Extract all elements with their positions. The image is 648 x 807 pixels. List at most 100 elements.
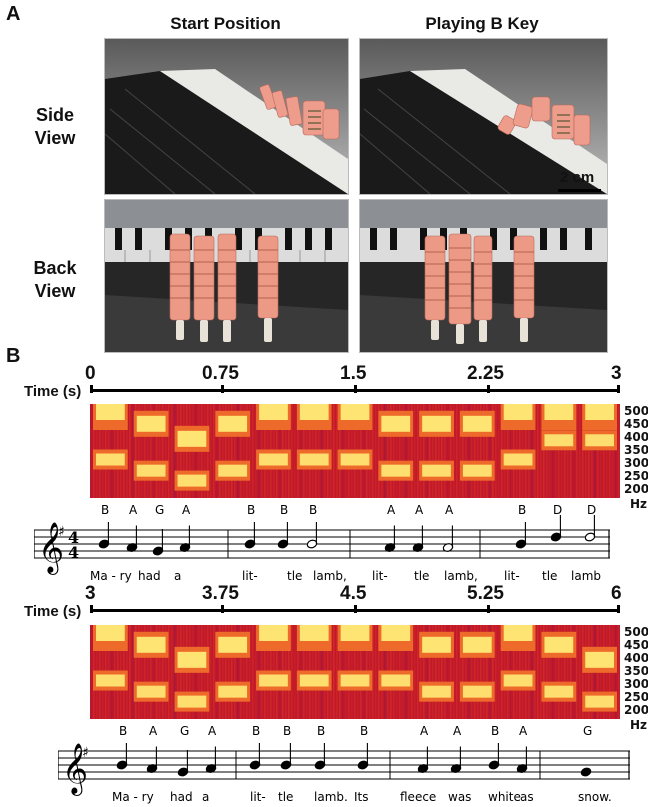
- note-band-core: [381, 625, 411, 641]
- spec-texture: [333, 625, 335, 719]
- note-name-label: A: [420, 724, 429, 738]
- spec-texture: [375, 625, 377, 719]
- note-name-label: B: [309, 503, 317, 517]
- note-band-low-core: [585, 695, 614, 708]
- spec-texture: [462, 625, 464, 719]
- time-tick-label: 0: [85, 363, 96, 384]
- spec-texture: [594, 404, 596, 498]
- note-name-label: G: [180, 724, 189, 738]
- spec-texture: [600, 404, 602, 498]
- spec-texture: [576, 625, 578, 719]
- time-tick-label: 3: [85, 583, 96, 604]
- spec-texture: [450, 625, 452, 719]
- spec-texture: [138, 404, 140, 498]
- spec-texture: [162, 625, 164, 719]
- row-label-side-view: Side View: [34, 105, 76, 148]
- time-tick-mark: [221, 605, 224, 613]
- spec-texture: [570, 625, 572, 719]
- spec-texture: [474, 625, 476, 719]
- spec-texture: [375, 404, 377, 498]
- spec-texture: [441, 404, 443, 498]
- spec-texture: [570, 404, 572, 498]
- spec-texture: [411, 404, 413, 498]
- hz-tick-label: 500: [624, 625, 648, 639]
- note-name-label: B: [252, 724, 260, 738]
- note-band-core: [218, 415, 248, 432]
- note-band-low-core: [136, 464, 166, 477]
- spectrogram-1-svg: [90, 404, 620, 498]
- spec-texture: [138, 625, 140, 719]
- lyric-syllable: lamb: [571, 569, 601, 583]
- spec-texture: [393, 404, 395, 498]
- note-band-core: [544, 636, 574, 653]
- spec-texture: [90, 404, 92, 498]
- spec-texture: [543, 404, 545, 498]
- spec-texture: [129, 404, 131, 498]
- spec-texture: [165, 404, 167, 498]
- spec-texture: [228, 404, 230, 498]
- time-tick-mark: [90, 385, 93, 393]
- note-name-label: A: [208, 724, 217, 738]
- spec-texture: [423, 404, 425, 498]
- spec-texture: [150, 625, 152, 719]
- hz-tick-label: 200: [624, 703, 648, 717]
- spec-texture: [585, 404, 587, 498]
- spec-texture: [597, 404, 599, 498]
- note-name-label: B: [280, 503, 288, 517]
- lyric-syllable: lamb.: [314, 790, 348, 804]
- spec-texture: [543, 625, 545, 719]
- lyric-syllable: Ma - ry: [90, 569, 132, 583]
- note-band-low-core: [503, 453, 533, 466]
- spec-texture: [591, 404, 593, 498]
- lyric-syllable: lamb,: [444, 569, 478, 583]
- spec-texture: [333, 404, 335, 498]
- spec-texture: [210, 404, 212, 498]
- note-band-low-core: [96, 453, 125, 466]
- note-band-core: [585, 404, 614, 420]
- hz-axis-2: 500 450 400 350 300 250 200 Hz: [624, 625, 648, 735]
- note-name-label: A: [445, 503, 454, 517]
- note-name-label: D: [553, 503, 562, 517]
- lyric-syllable: had: [170, 790, 193, 804]
- note-band-core: [503, 625, 533, 641]
- scale-bar: [558, 189, 601, 192]
- note-band-low-core: [422, 685, 451, 698]
- spec-texture: [240, 404, 242, 498]
- row-label-back-view: Back View: [33, 258, 77, 301]
- spec-texture: [246, 404, 248, 498]
- time-tick-mark: [90, 605, 93, 613]
- spec-texture: [408, 404, 410, 498]
- spec-texture: [147, 404, 149, 498]
- note-band-core: [299, 404, 329, 420]
- note-band-low-core: [218, 685, 248, 698]
- spectrogram-body: [90, 625, 620, 719]
- spec-texture: [438, 625, 440, 719]
- spec-texture: [132, 404, 134, 498]
- spec-texture: [423, 625, 425, 719]
- note-name-label: B: [491, 724, 499, 738]
- treble-clef-icon: 𝄞: [38, 522, 64, 575]
- header-start-position: Start Position: [170, 14, 281, 33]
- spec-texture: [384, 404, 386, 498]
- spec-texture: [294, 625, 296, 719]
- note-name-label: G: [583, 724, 592, 738]
- spec-texture: [405, 404, 407, 498]
- lyric-syllable: had: [138, 569, 161, 583]
- time-tick-mark: [354, 605, 357, 613]
- note-band-core: [259, 404, 288, 420]
- lyric-syllable: tle: [542, 569, 557, 583]
- note-name-label: B: [317, 724, 325, 738]
- spec-texture: [498, 625, 500, 719]
- spec-texture: [477, 404, 479, 498]
- note-name-label: A: [519, 724, 528, 738]
- spec-texture: [222, 404, 224, 498]
- spec-texture: [294, 404, 296, 498]
- spec-texture: [141, 404, 143, 498]
- note-band-core: [422, 415, 451, 432]
- note-band-low-core: [340, 453, 370, 466]
- note-name-label: G: [155, 503, 164, 517]
- note-band-core: [96, 404, 125, 420]
- spec-texture: [435, 404, 437, 498]
- spec-texture: [462, 404, 464, 498]
- time-signature-top: 4: [68, 528, 79, 547]
